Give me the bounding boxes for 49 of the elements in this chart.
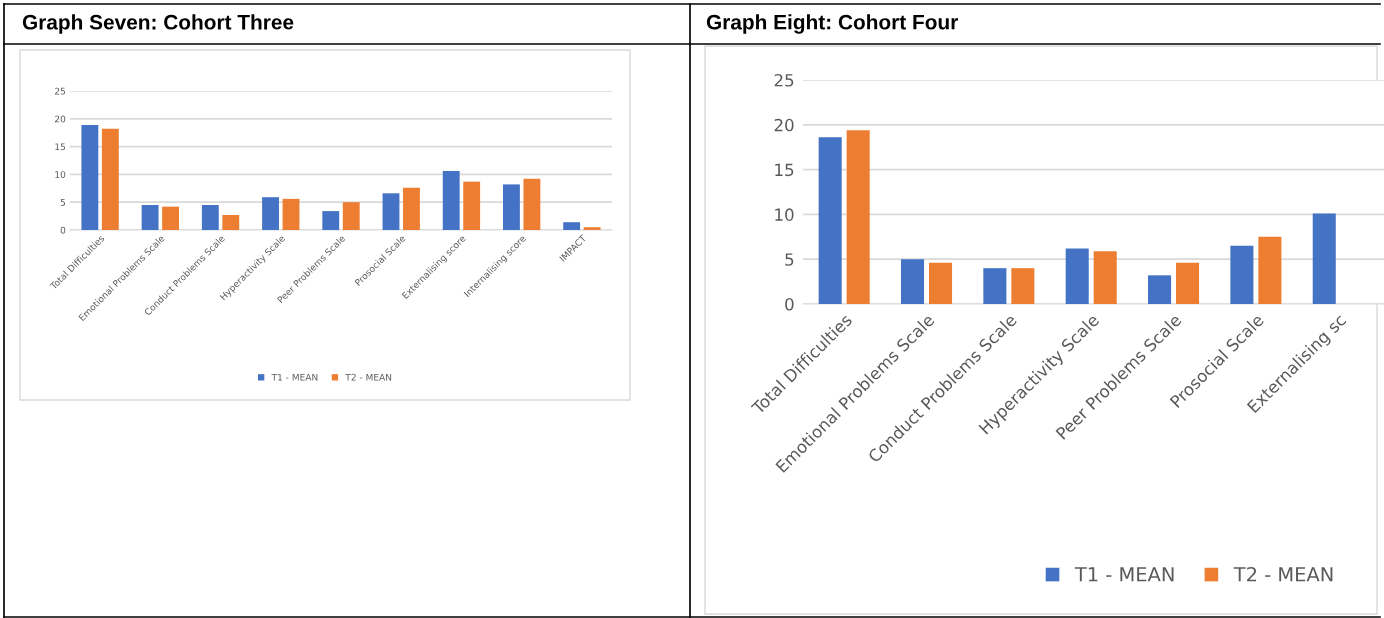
bar	[1093, 251, 1117, 304]
chart-title: Graph Seven: Cohort Three	[22, 14, 294, 34]
y-tick-label: 0	[785, 297, 794, 311]
y-tick-label: 5	[60, 199, 66, 206]
bar	[403, 187, 420, 230]
y-tick-label: 0	[60, 226, 66, 234]
bar	[81, 124, 99, 230]
y-tick-label: 25	[774, 73, 794, 87]
legend-label: T2 - MEAN	[1233, 566, 1333, 582]
bar	[262, 197, 279, 230]
bar	[503, 184, 520, 230]
bar	[463, 181, 481, 230]
legend-label: T1 - MEAN	[1074, 567, 1174, 582]
bar	[442, 171, 460, 230]
y-tick-label: 10	[775, 208, 794, 221]
bar	[1176, 262, 1200, 304]
bar	[322, 211, 340, 230]
bar	[523, 178, 541, 230]
bar	[1312, 213, 1336, 304]
y-tick-label: 15	[775, 163, 794, 177]
bar	[201, 204, 219, 230]
legend-label: T2 - MEAN	[345, 373, 392, 381]
bar	[1148, 275, 1172, 304]
bar	[846, 130, 870, 304]
bar	[983, 268, 1007, 304]
bar	[141, 204, 159, 230]
bar	[583, 227, 601, 230]
y-tick-label: 15	[55, 143, 66, 151]
bar	[900, 259, 925, 304]
legend-label: T1 - MEAN	[271, 373, 318, 381]
bar	[1065, 248, 1089, 304]
bar	[382, 193, 400, 230]
bar	[818, 137, 842, 304]
bar	[1011, 268, 1035, 304]
y-tick-label: 20	[774, 118, 794, 132]
bar	[342, 202, 360, 230]
y-tick-label: 25	[55, 87, 66, 95]
bar	[222, 214, 240, 230]
bar	[101, 128, 119, 230]
y-tick-label: 20	[55, 115, 66, 123]
bar	[1258, 236, 1282, 304]
bar	[282, 198, 300, 230]
y-tick-label: 10	[55, 171, 66, 178]
bar	[928, 262, 953, 304]
chart-title: Graph Eight: Cohort Four	[706, 14, 958, 34]
bar	[563, 222, 581, 230]
bar	[1230, 245, 1254, 304]
bar	[162, 206, 179, 230]
y-tick-label: 5	[785, 253, 794, 266]
